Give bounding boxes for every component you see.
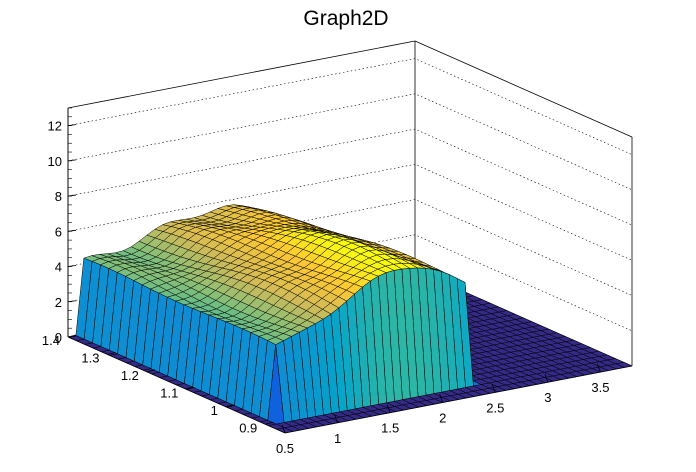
y-tick (107, 352, 116, 355)
x-axis-line (284, 365, 633, 434)
x-tick (491, 384, 496, 393)
x-tick (439, 394, 444, 403)
x-tick-label: 0.5 (276, 441, 294, 456)
z-gridline (67, 234, 633, 332)
y-tick (146, 369, 156, 373)
x-axis: 0.5 1 1.5 2 2.5 3 3.5 (276, 363, 609, 456)
x-tick (334, 414, 338, 423)
x-tick-label: 3 (544, 390, 551, 405)
z-gridline (67, 58, 633, 155)
y-tick-label: 1.1 (160, 385, 178, 400)
y-tick (265, 421, 274, 425)
x-tick-label: 3.5 (591, 380, 609, 395)
y-axis-line (67, 336, 286, 434)
y-tick-label: 0.9 (239, 420, 257, 435)
y-tick-label: 1.4 (42, 333, 60, 348)
x-tick (281, 424, 286, 434)
y-tick-label: 1 (211, 403, 218, 418)
y-tick (225, 404, 234, 408)
x-tick (597, 363, 601, 373)
z-tick-label: 4 (55, 260, 62, 275)
frame-top-0 (67, 40, 416, 109)
y-tick-label: 1.3 (81, 350, 99, 365)
x-tick (386, 404, 391, 413)
x-tick (544, 374, 549, 383)
x-tick-label: 1.5 (381, 421, 399, 436)
z-tick-label: 0 (55, 330, 62, 345)
z-tick-label: 12 (48, 119, 62, 134)
z-gridline (67, 163, 633, 261)
z-tick-label: 8 (55, 189, 62, 204)
y-axis: 0.9 1 1.1 1.2 1.3 1.4 (42, 333, 274, 435)
z-gridline (67, 199, 633, 296)
z-gridline (67, 128, 633, 226)
frame-top-1 (414, 40, 633, 138)
z-tick-label: 6 (55, 224, 62, 239)
z-tick-label: 2 (55, 295, 62, 310)
x-tick-label: 2 (439, 411, 446, 426)
surface-plot (67, 204, 633, 434)
x-tick-label: 1 (334, 431, 341, 446)
z-tick-label: 10 (48, 154, 62, 169)
z-gridline (67, 93, 633, 191)
x-tick-label: 2.5 (486, 400, 504, 415)
y-tick (67, 334, 77, 338)
chart-title: Graph2D (303, 7, 388, 30)
y-tick (186, 386, 195, 390)
y-tick-label: 1.2 (121, 368, 139, 383)
z-axis: 0 2 4 6 8 10 12 (48, 107, 77, 345)
